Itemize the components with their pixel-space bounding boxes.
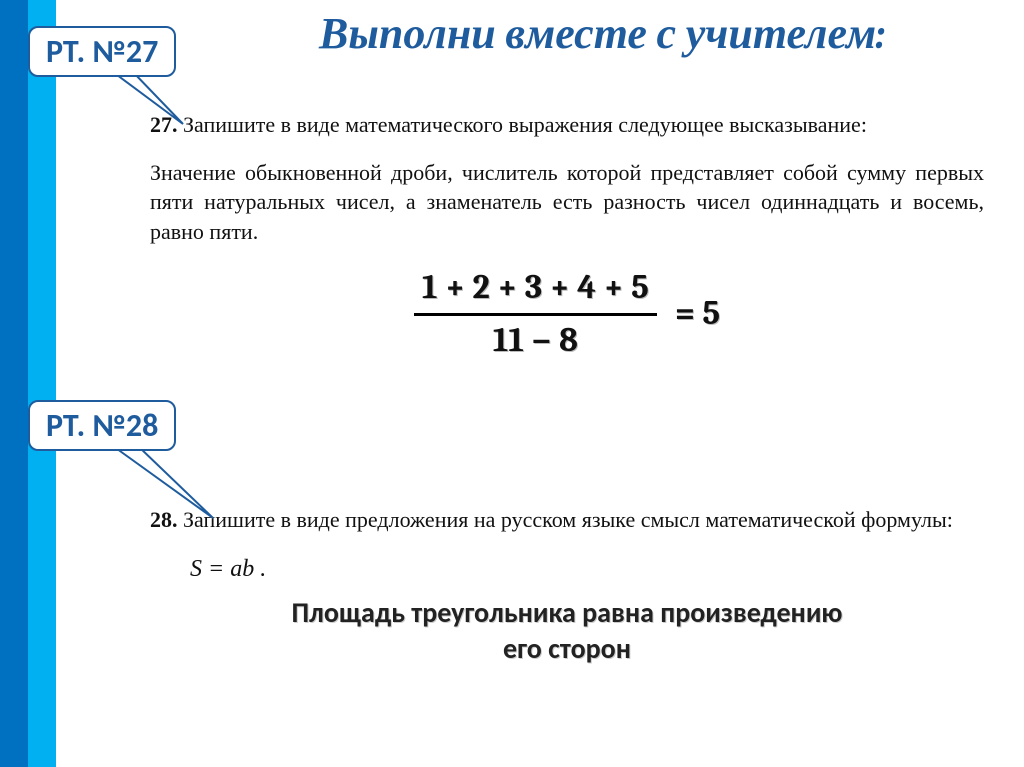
equation-denominator: 11 − 8: [485, 318, 586, 364]
equation-fraction: 1 + 2 + 3 + 4 + 5 11 − 8: [414, 265, 657, 364]
equation-bar: [414, 313, 657, 316]
slide-title: Выполни вместе с учителем:: [190, 8, 1014, 59]
equation: 1 + 2 + 3 + 4 + 5 11 − 8 = 5: [150, 265, 984, 364]
task-28: 28. Запишите в виде предложения на русск…: [150, 505, 984, 668]
task-28-answer: Площадь треугольника равна произведению …: [150, 595, 984, 668]
task-27: 27. Запишите в виде математического выра…: [150, 110, 984, 372]
stripe-light: [28, 0, 56, 767]
equation-rhs: = 5: [675, 291, 720, 337]
callout-28-box: РТ. №28: [28, 400, 176, 451]
callout-28: РТ. №28: [28, 400, 176, 451]
task-28-lead: 28. Запишите в виде предложения на русск…: [150, 505, 984, 535]
task-27-lead-text: Запишите в виде математического выражени…: [183, 112, 867, 137]
task-27-body: Значение обыкновенной дроби, числитель к…: [150, 158, 984, 247]
side-stripe: [0, 0, 56, 767]
task-27-lead: 27. Запишите в виде математического выра…: [150, 110, 984, 140]
answer-line1: Площадь треугольника равна произведению: [150, 595, 984, 631]
task-28-lead-text: Запишите в виде предложения на русском я…: [183, 507, 953, 532]
answer-line2: его сторон: [150, 631, 984, 667]
task-28-formula: S = ab .: [190, 553, 984, 585]
callout-27-box: РТ. №27: [28, 26, 176, 77]
stripe-dark: [0, 0, 28, 767]
callout-28-pointer: [103, 440, 223, 530]
equation-numerator: 1 + 2 + 3 + 4 + 5: [414, 265, 657, 311]
callout-27: РТ. №27: [28, 26, 176, 77]
